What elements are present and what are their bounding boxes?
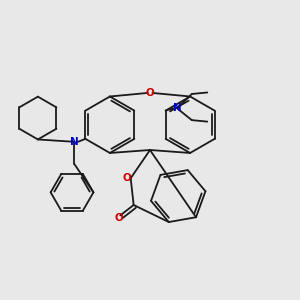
Text: O: O bbox=[114, 213, 123, 223]
Text: N: N bbox=[172, 103, 181, 113]
Text: N: N bbox=[70, 137, 79, 147]
Text: O: O bbox=[122, 173, 131, 183]
Text: O: O bbox=[146, 88, 154, 98]
